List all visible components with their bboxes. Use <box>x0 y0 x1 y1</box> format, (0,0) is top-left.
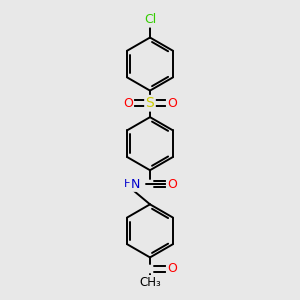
Text: O: O <box>167 178 177 190</box>
Text: H: H <box>124 179 132 189</box>
Text: O: O <box>167 262 177 275</box>
Text: O: O <box>123 97 133 110</box>
Text: N: N <box>131 178 140 190</box>
Text: CH₃: CH₃ <box>139 276 161 289</box>
Text: S: S <box>146 96 154 110</box>
Text: O: O <box>167 97 177 110</box>
Text: Cl: Cl <box>144 13 156 26</box>
